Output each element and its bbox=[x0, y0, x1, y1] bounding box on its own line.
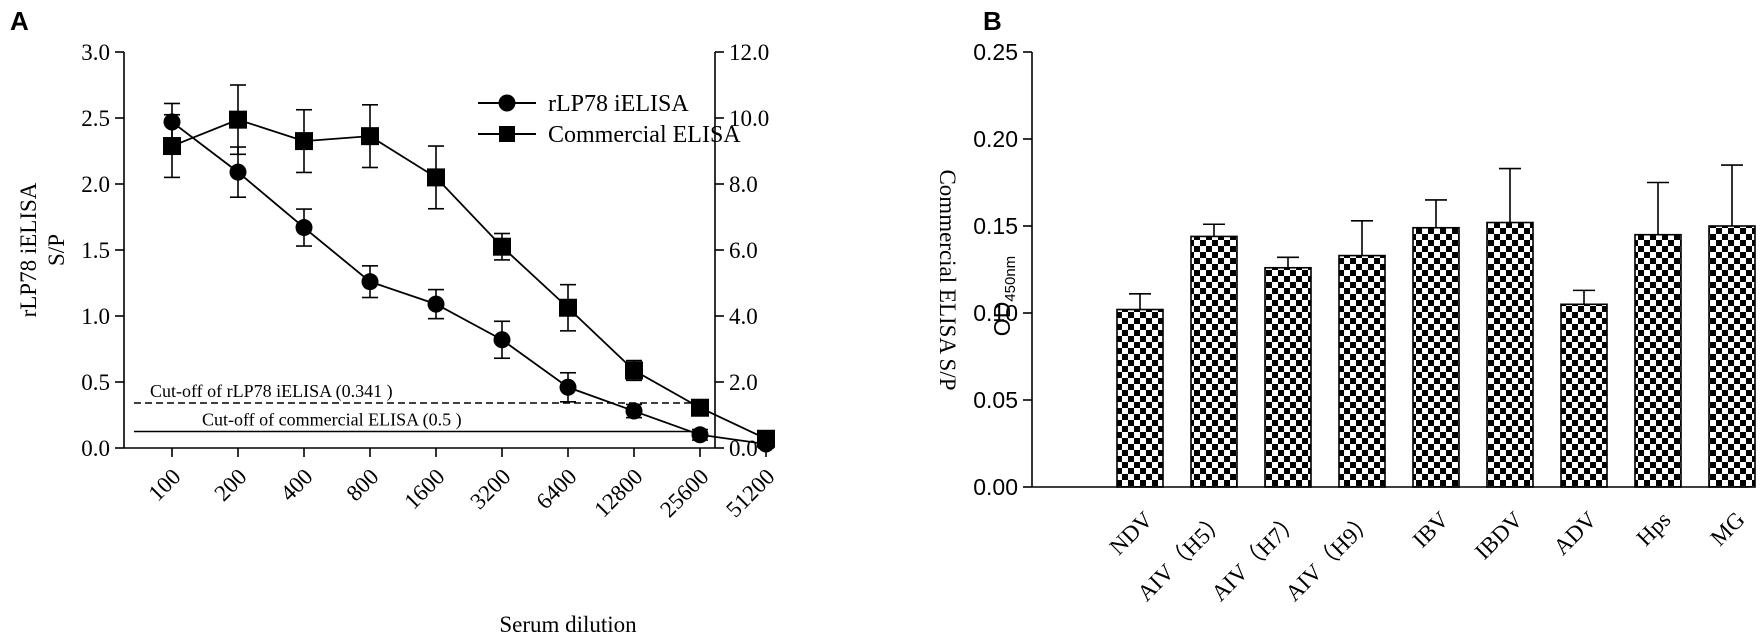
y-axis-title-main: OD bbox=[989, 302, 1015, 337]
right-tick-label: 2.0 bbox=[729, 370, 758, 395]
bar-ibv bbox=[1412, 226, 1460, 488]
panel-b-label: B bbox=[983, 6, 1002, 36]
x-tick-label-800: 800 bbox=[341, 464, 383, 506]
data-point-square bbox=[361, 127, 379, 146]
x-tick-label-ibv: IBV bbox=[1408, 507, 1454, 553]
right-axis-title-text: Commercial ELISA S/P bbox=[935, 169, 960, 390]
y-axis-title-od: OD450nm bbox=[989, 256, 1019, 336]
right-tick-label: 6.0 bbox=[729, 238, 758, 263]
legend-label-commercial: Commercial ELISA bbox=[548, 122, 741, 148]
chart-a: Cut-off of rLP78 iELISA (0.341 ) Cut-off… bbox=[16, 40, 960, 637]
right-axis-title: Commercial ELISA S/P bbox=[935, 169, 960, 390]
left-tick-label: 1.0 bbox=[81, 304, 110, 329]
left-axis-title-line1: rLP78 iELISA bbox=[16, 182, 41, 317]
bar-hps bbox=[1634, 233, 1682, 488]
data-point-square bbox=[427, 168, 445, 187]
y-axis-title-subscript: 450nm bbox=[1002, 256, 1019, 302]
bar-ndv bbox=[1116, 308, 1164, 488]
cutoff-label-commercial: Cut-off of commercial ELISA (0.5 ) bbox=[202, 410, 462, 431]
data-point-circle bbox=[493, 331, 511, 349]
series-rlp78-ielisa bbox=[163, 102, 775, 453]
x-tick-label-mg: MG bbox=[1706, 507, 1750, 551]
x-tick-label-400: 400 bbox=[275, 464, 317, 506]
data-point-square bbox=[757, 429, 775, 448]
y-tick-label: 0.10 bbox=[973, 300, 1018, 326]
data-point-circle bbox=[559, 378, 577, 396]
left-tick-label: 2.0 bbox=[81, 172, 110, 197]
chart-a-cutoffs: Cut-off of rLP78 iELISA (0.341 ) Cut-off… bbox=[134, 381, 707, 433]
x-tick-label-ibdv: IBDV bbox=[1470, 507, 1528, 565]
chart-b-y-axis-title: OD450nm bbox=[989, 256, 1019, 336]
data-point-square bbox=[295, 132, 313, 151]
chart-a-series bbox=[163, 84, 775, 453]
bar-ibdv bbox=[1486, 221, 1534, 488]
y-tick-label: 0.20 bbox=[973, 126, 1018, 152]
right-tick-label: 10.0 bbox=[729, 106, 769, 131]
legend-marker-circle bbox=[498, 94, 516, 112]
data-point-circle bbox=[295, 219, 313, 237]
series-commercial-elisa bbox=[163, 84, 775, 448]
y-tick-label: 0.15 bbox=[973, 213, 1018, 239]
x-tick-label-3200: 3200 bbox=[465, 464, 515, 514]
left-tick-label: 0.5 bbox=[81, 370, 110, 395]
data-point-square bbox=[163, 137, 181, 156]
chart-b-axes bbox=[1023, 51, 1748, 488]
right-tick-label: 4.0 bbox=[729, 304, 758, 329]
data-point-square bbox=[493, 237, 511, 256]
right-tick-label: 0.0 bbox=[729, 436, 758, 461]
left-tick-label: 2.5 bbox=[81, 106, 110, 131]
x-tick-label-12800: 12800 bbox=[589, 464, 647, 522]
data-point-square bbox=[559, 298, 577, 317]
bar-mg bbox=[1708, 225, 1756, 488]
chart-a-axes bbox=[115, 51, 767, 457]
legend-marker-square bbox=[499, 126, 515, 142]
panel-a-label: A bbox=[10, 6, 29, 36]
x-tick-label-6400: 6400 bbox=[531, 464, 581, 514]
series-line-commercial-elisa bbox=[171, 118, 767, 440]
right-tick-label: 12.0 bbox=[729, 40, 769, 65]
chart-b-bars bbox=[1116, 164, 1756, 488]
data-point-circle bbox=[361, 273, 379, 291]
bar-aiv-h7 bbox=[1264, 266, 1312, 488]
x-tick-label-200: 200 bbox=[209, 464, 251, 506]
bar-aiv-h5 bbox=[1190, 235, 1238, 488]
x-tick-label-adv: ADV bbox=[1549, 507, 1602, 560]
data-point-circle bbox=[625, 402, 643, 420]
x-tick-label-100: 100 bbox=[143, 464, 185, 506]
x-tick-label-51200: 51200 bbox=[721, 464, 779, 522]
x-tick-label-25600: 25600 bbox=[655, 464, 713, 522]
x-tick-label-1600: 1600 bbox=[399, 464, 449, 514]
data-point-square bbox=[625, 361, 643, 380]
cutoff-label-rlp78: Cut-off of rLP78 iELISA (0.341 ) bbox=[150, 381, 393, 402]
data-point-circle bbox=[691, 426, 709, 444]
data-point-square bbox=[229, 110, 247, 129]
data-point-square bbox=[691, 398, 709, 417]
left-axis-title: rLP78 iELISA S/P bbox=[16, 182, 69, 317]
bar-adv bbox=[1560, 303, 1608, 488]
left-tick-label: 0.0 bbox=[81, 436, 110, 461]
left-tick-label: 3.0 bbox=[81, 40, 110, 65]
y-tick-label: 0.25 bbox=[973, 39, 1018, 65]
data-point-circle bbox=[427, 295, 445, 313]
x-tick-label-ndv: NDV bbox=[1105, 507, 1158, 560]
left-tick-label: 1.5 bbox=[81, 238, 110, 263]
left-axis-title-line2: S/P bbox=[44, 234, 69, 266]
series-line-rlp78-ielisa bbox=[171, 121, 767, 445]
chart-a-legend: rLP78 iELISA Commercial ELISA bbox=[478, 91, 741, 148]
bar-aiv-h9 bbox=[1338, 254, 1386, 488]
x-axis-title: Serum dilution bbox=[499, 612, 637, 637]
y-tick-label: 0.05 bbox=[973, 387, 1018, 413]
legend-label-rlp78: rLP78 iELISA bbox=[548, 91, 689, 117]
y-tick-label: 0.00 bbox=[973, 474, 1018, 500]
x-tick-label-hps: Hps bbox=[1632, 507, 1676, 551]
right-tick-label: 8.0 bbox=[729, 172, 758, 197]
data-point-circle bbox=[229, 163, 247, 181]
